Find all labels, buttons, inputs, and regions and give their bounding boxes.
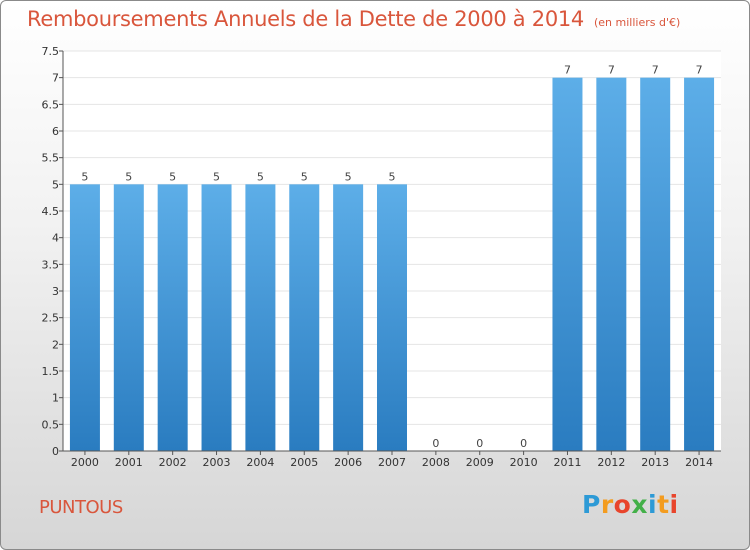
bar [640,77,671,452]
bar-value-label: 0 [432,437,439,450]
bar [333,184,364,452]
bar [157,184,188,452]
y-tick-label: 3 [52,285,59,298]
x-tick-label: 2003 [203,456,231,469]
y-tick-label: 5 [52,178,59,191]
x-tick-label: 2002 [159,456,187,469]
bar [201,184,232,452]
x-tick-label: 2008 [422,456,450,469]
labels: 0 0.5 1 1.5 2 2.5 3 3.5 4 4.5 5 5.5 6 6.5 7 7.5 5 2000 5 20… [42,45,714,469]
logo-letter: o [613,490,632,519]
bars [69,77,715,452]
logo-letter: x [631,490,648,519]
x-tick-label: 2006 [334,456,362,469]
proxiti-logo: Proxiti [582,490,679,519]
bar-value-label: 7 [608,64,615,77]
bar-value-label: 7 [696,64,703,77]
y-tick-label: 4.5 [42,205,60,218]
bar [596,77,627,452]
x-tick-label: 2011 [553,456,581,469]
chart-title-text: Remboursements Annuels de la Dette de 20… [27,7,584,31]
logo-letter: i [648,490,658,519]
bar [113,184,144,452]
bar [245,184,276,452]
y-tick-label: 0.5 [42,418,60,431]
x-tick-label: 2001 [115,456,143,469]
bar-value-label: 7 [652,64,659,77]
y-tick-label: 1 [52,392,59,405]
logo-letter: r [600,490,614,519]
y-tick-label: 7 [52,72,59,85]
chart-title: Remboursements Annuels de la Dette de 20… [27,7,680,31]
y-tick-label: 5.5 [42,152,60,165]
y-tick-label: 6.5 [42,98,60,111]
axes [59,50,721,455]
y-tick-label: 1.5 [42,365,60,378]
bar-value-label: 5 [169,170,176,183]
x-tick-label: 2012 [597,456,625,469]
bar [289,184,320,452]
bar [377,184,407,452]
x-tick-label: 2010 [510,456,538,469]
x-tick-label: 2014 [685,456,713,469]
x-tick-label: 2013 [641,456,669,469]
y-tick-label: 7.5 [42,45,60,58]
y-tick-label: 0 [52,445,59,458]
bar-value-label: 5 [257,170,264,183]
bar-value-label: 5 [213,170,220,183]
bar-value-label: 5 [389,170,396,183]
bar [684,77,715,452]
x-tick-label: 2005 [290,456,318,469]
x-tick-label: 2009 [466,456,494,469]
x-tick-label: 2000 [71,456,99,469]
y-tick-label: 3.5 [42,258,60,271]
logo-letter: t [657,490,670,519]
bar-value-label: 0 [520,437,527,450]
x-tick-label: 2007 [378,456,406,469]
logo-letter: i [669,490,679,519]
y-tick-label: 2 [52,338,59,351]
logo-letter: P [582,490,601,519]
chart-subtitle: (en milliers d'€) [594,16,681,29]
y-tick-label: 2.5 [42,312,60,325]
y-tick-label: 6 [52,125,59,138]
commune-name: PUNTOUS [39,497,123,518]
bar [552,77,583,452]
bar-value-label: 5 [301,170,308,183]
x-tick-label: 2004 [246,456,274,469]
bar-value-label: 7 [564,64,571,77]
bar-value-label: 5 [345,170,352,183]
bar-value-label: 5 [81,170,88,183]
bar-value-label: 5 [125,170,132,183]
bar-value-label: 0 [476,437,483,450]
y-tick-label: 4 [52,232,59,245]
bar [69,184,100,452]
